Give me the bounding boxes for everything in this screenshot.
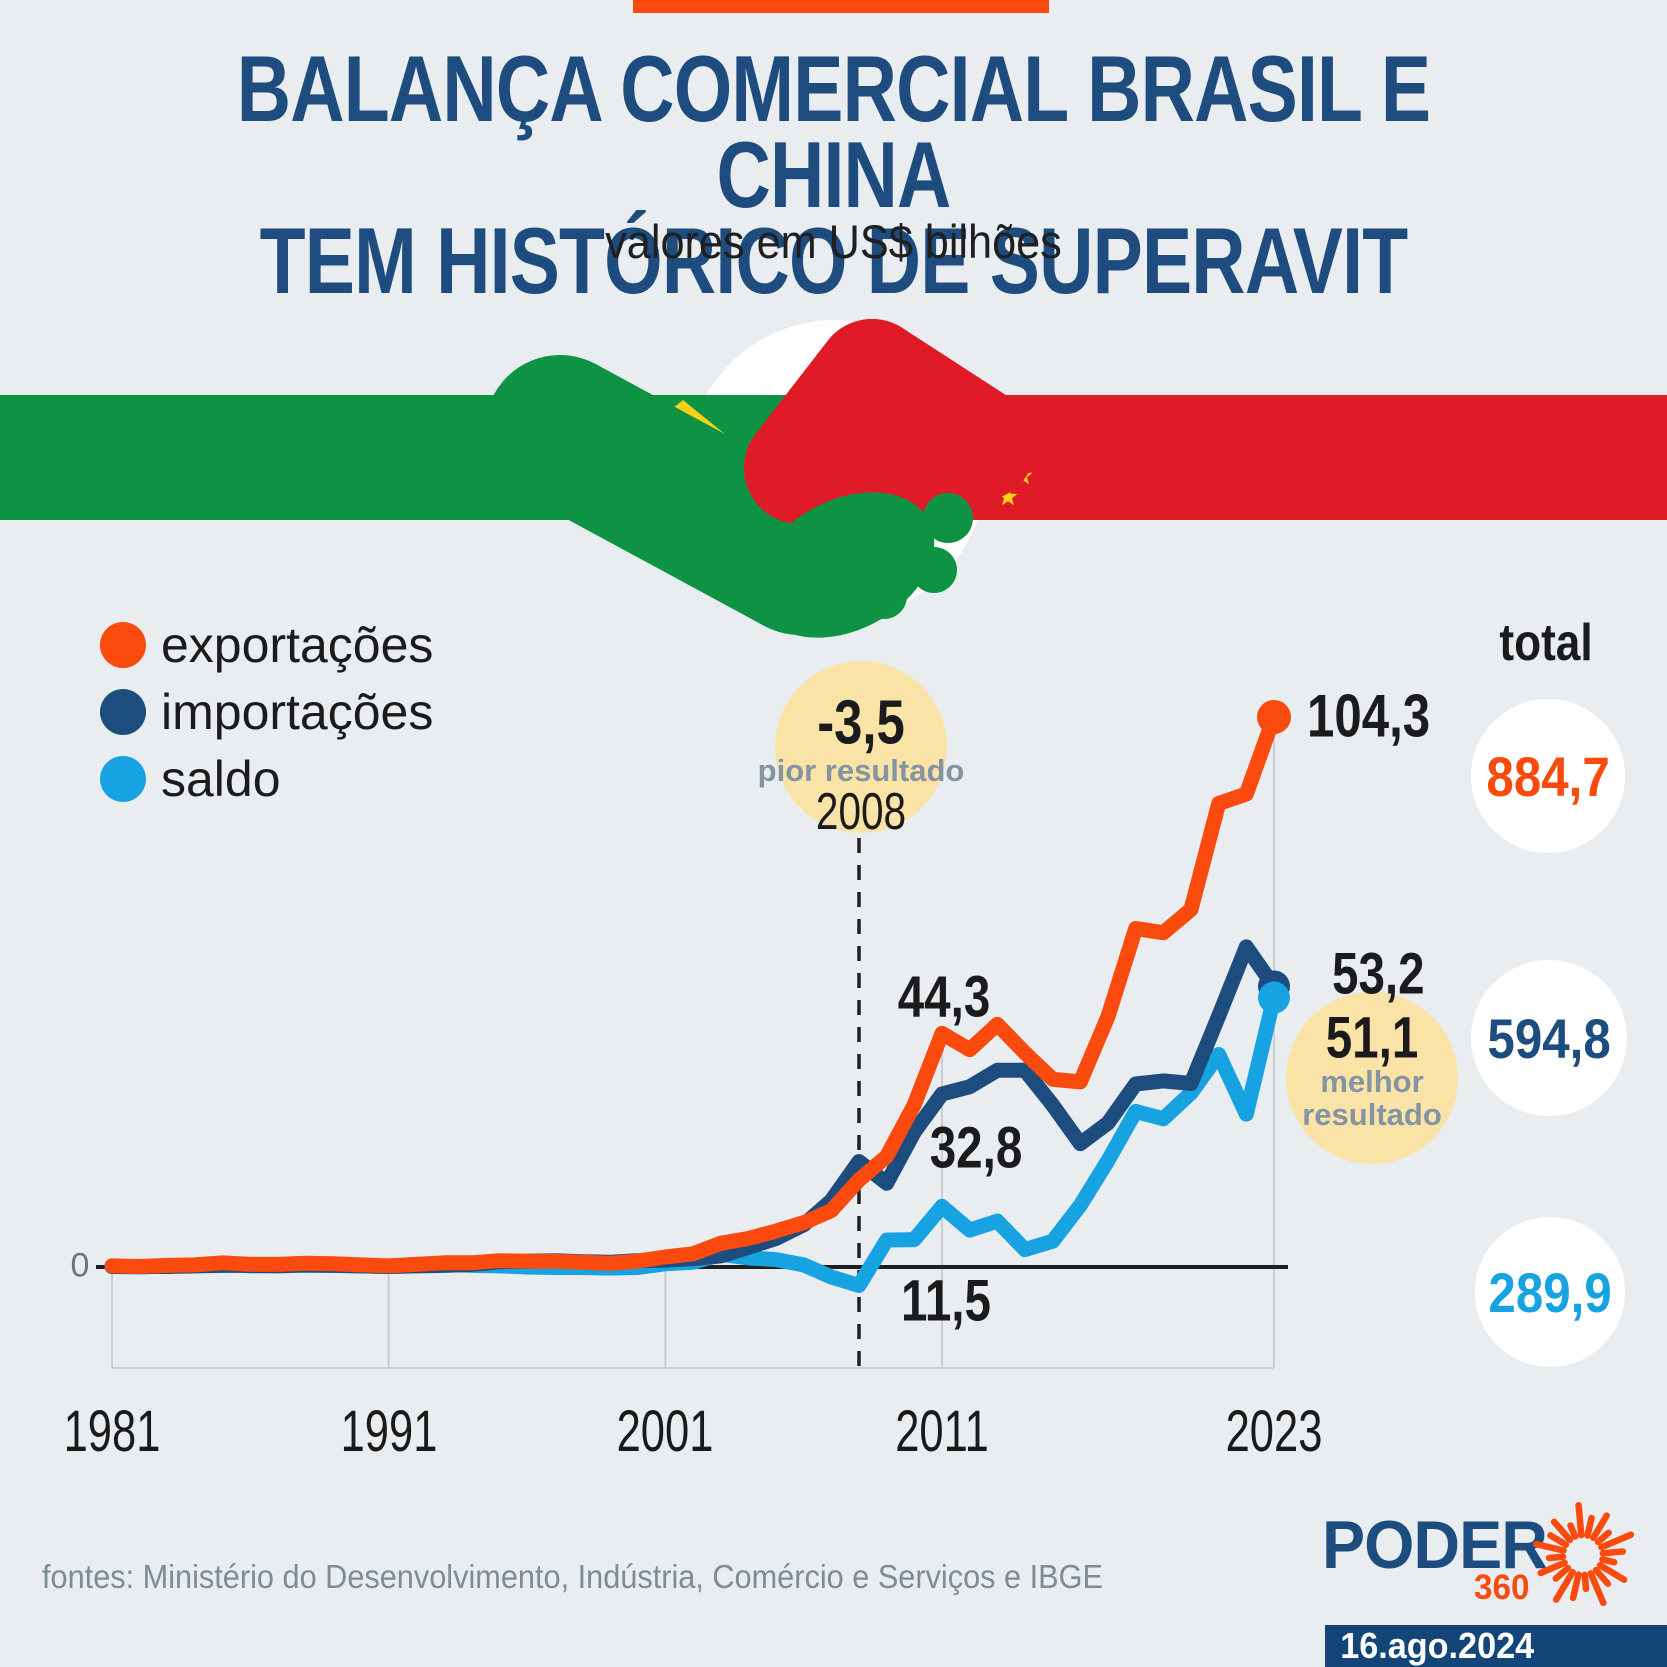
total-saldo-value: 289,9 <box>1488 1260 1612 1324</box>
handshake-circle <box>686 320 986 620</box>
annotation-imports-2011: 32,8 <box>929 1115 1023 1181</box>
poder360-logo-360: 360 <box>1474 1568 1530 1607</box>
legend-item: exportações <box>100 617 433 673</box>
best-result-bubble <box>1286 992 1458 1164</box>
worst-result-bubble <box>775 661 947 833</box>
best-result-caption-2: resultado <box>1302 1097 1442 1132</box>
legend-dot-icon <box>100 689 146 735</box>
china-flag-band <box>836 395 1667 520</box>
legend-label: saldo <box>161 751 281 807</box>
best-result-value: 51,1 <box>1325 1005 1419 1071</box>
y-axis-zero-label: 0 <box>70 1246 90 1285</box>
worst-result-caption: pior resultado <box>757 753 965 788</box>
totals-header: total <box>1499 614 1593 672</box>
sources-text: fontes: Ministério do Desenvolvimento, I… <box>42 1558 1103 1595</box>
green-fist <box>745 492 973 638</box>
page-subtitle: valores em US$ bilhões <box>605 215 1062 268</box>
legend-label: importações <box>161 684 434 740</box>
date-text: 16.ago.2024 <box>1340 1625 1535 1666</box>
best-result-caption-1: melhor <box>1320 1064 1424 1099</box>
green-forearm <box>485 355 875 635</box>
end-dot-exportações <box>1257 700 1291 734</box>
brazil-flag-band <box>0 395 836 520</box>
line-importações <box>104 939 1282 1274</box>
annotation-imports-2023: 53,2 <box>1332 941 1425 1007</box>
total-exports-value: 884,7 <box>1486 744 1610 808</box>
red-hand <box>744 319 1036 524</box>
legend-label: exportações <box>161 617 434 673</box>
end-dot-saldo <box>1258 981 1290 1014</box>
legend-item: saldo <box>100 751 433 807</box>
annotation-exports-2023: 104,3 <box>1307 682 1431 750</box>
total-imports-bubble: 594,8 <box>1471 960 1627 1116</box>
poder360-logo-text: PODER <box>1322 1507 1548 1583</box>
end-dot-importações <box>1258 970 1290 1003</box>
title-line-1: BALANÇA COMERCIAL BRASIL E CHINA <box>236 36 1431 227</box>
x-axis-label: 1981 <box>63 1399 161 1464</box>
total-saldo-bubble: 289,9 <box>1475 1217 1625 1367</box>
legend-dot-icon <box>100 756 146 802</box>
x-axis-label: 2023 <box>1225 1399 1323 1464</box>
annotation-saldo-2011: 11,5 <box>901 1268 991 1334</box>
total-exports-bubble: 884,7 <box>1471 699 1625 853</box>
x-axis-label: 2011 <box>895 1399 989 1464</box>
china-stars-icon <box>947 418 1033 506</box>
legend-dot-icon <box>100 622 146 668</box>
total-imports-value: 594,8 <box>1487 1006 1611 1070</box>
worst-result-value: -3,5 <box>817 688 905 758</box>
title-line-2: TEM HISTÓRICO DE SUPERAVIT <box>259 208 1408 313</box>
annotation-exports-2011: 44,3 <box>897 964 991 1030</box>
date-badge: 16.ago.2024 <box>1325 1625 1667 1667</box>
brazil-flag-emblem <box>613 400 753 515</box>
worst-result-year: 2008 <box>815 783 907 841</box>
x-axis-label: 1991 <box>340 1399 438 1464</box>
chart-legend: exportações importações saldo <box>100 617 433 807</box>
legend-item: importações <box>100 684 433 740</box>
page-title: BALANÇA COMERCIAL BRASIL E CHINA TEM HIST… <box>167 42 1501 308</box>
top-accent-bar <box>633 0 1049 13</box>
line-saldo <box>104 990 1282 1293</box>
x-axis-label: 2001 <box>616 1399 714 1464</box>
